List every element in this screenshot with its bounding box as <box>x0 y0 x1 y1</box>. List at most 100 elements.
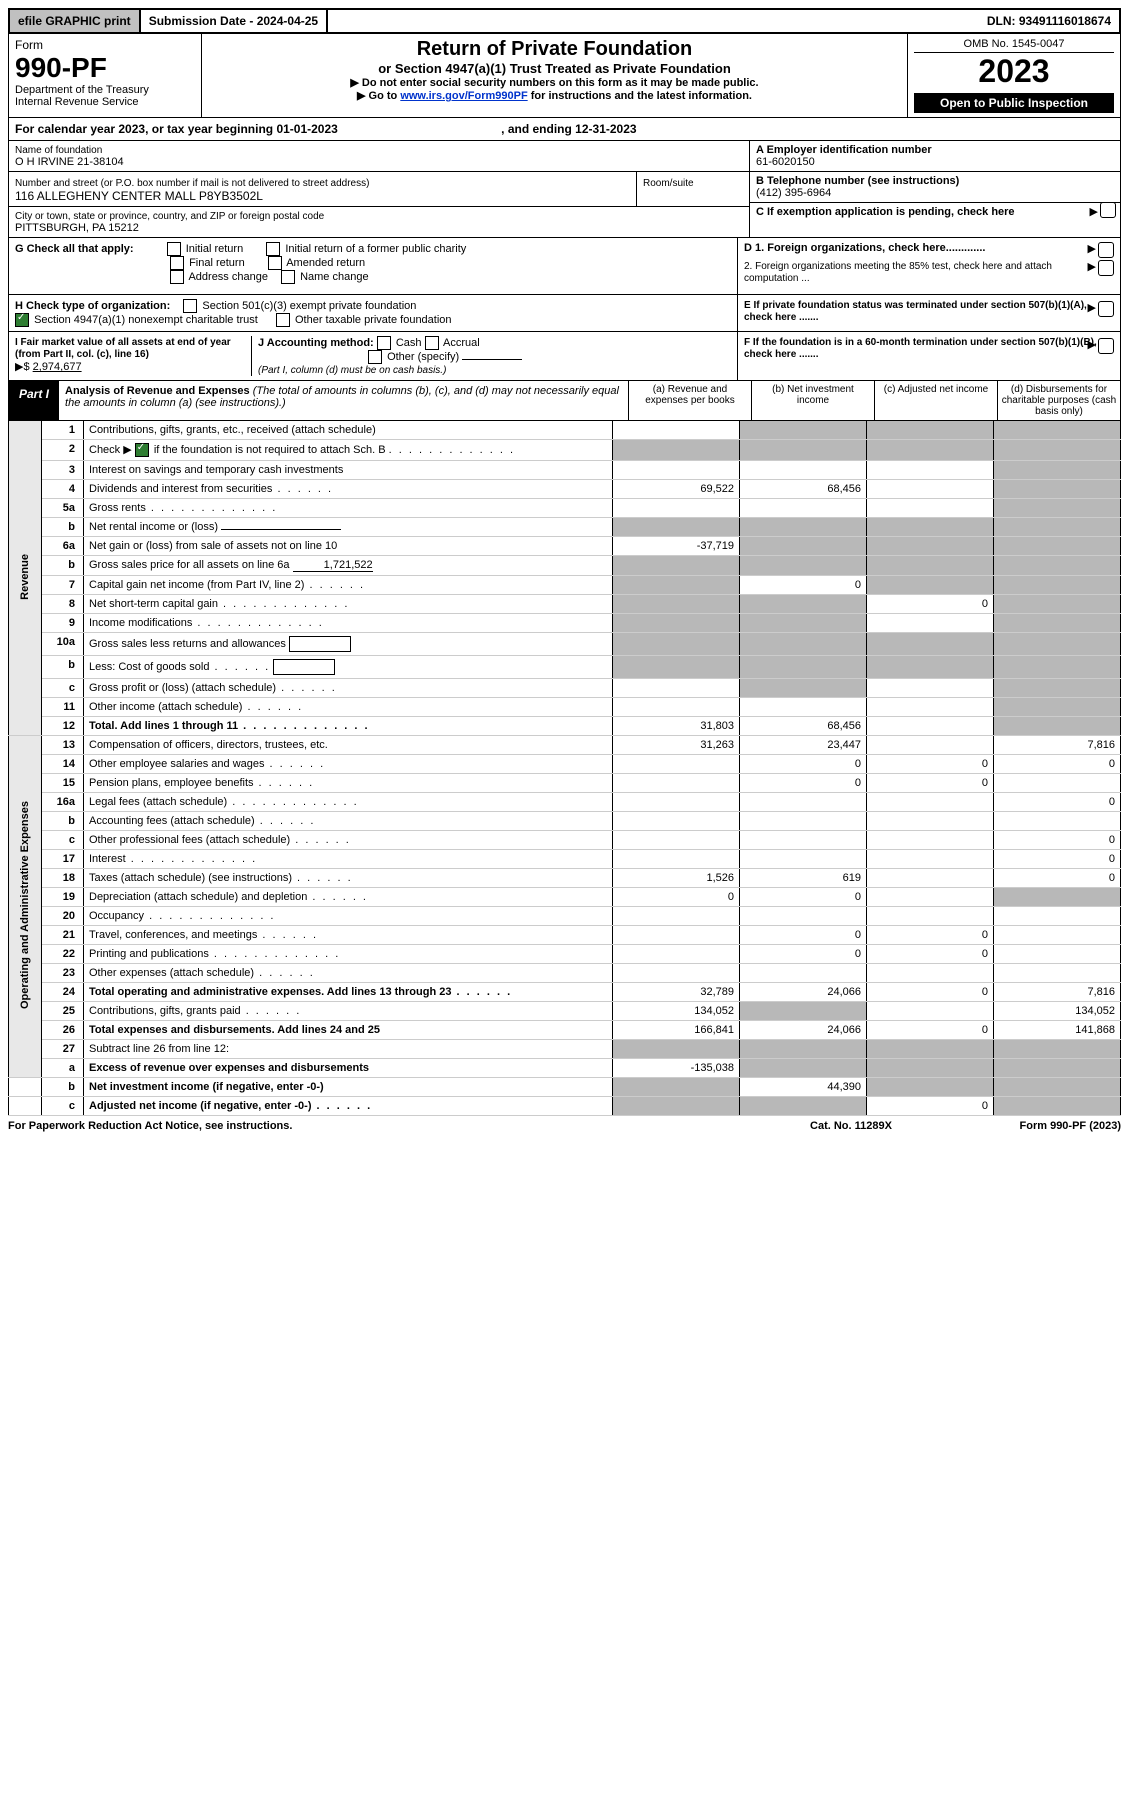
r18-a: 1,526 <box>613 869 740 888</box>
r27a-a: -135,038 <box>613 1059 740 1078</box>
r1-c <box>867 421 994 440</box>
r2-desc: Check ▶ if the foundation is not require… <box>84 440 613 461</box>
r6b-val: 1,721,522 <box>293 559 373 572</box>
r17-d: 0 <box>994 850 1121 869</box>
r11-desc: Other income (attach schedule) <box>84 698 613 717</box>
r10a-desc: Gross sales less returns and allowances <box>84 633 613 656</box>
j-accrual-checkbox[interactable] <box>425 336 439 350</box>
r15-c: 0 <box>867 774 994 793</box>
r25-d: 134,052 <box>994 1002 1121 1021</box>
r20-desc: Occupancy <box>84 907 613 926</box>
h-section: H Check type of organization: Section 50… <box>9 295 738 331</box>
header-right: OMB No. 1545-0047 2023 Open to Public In… <box>908 34 1120 117</box>
j-cash-checkbox[interactable] <box>377 336 391 350</box>
col-c-head: (c) Adjusted net income <box>875 381 998 420</box>
efile-label[interactable]: efile GRAPHIC print <box>10 10 141 32</box>
r8-c: 0 <box>867 595 994 614</box>
g-final-checkbox[interactable] <box>170 256 184 270</box>
r13-desc: Compensation of officers, directors, tru… <box>84 736 613 755</box>
r2-checkbox[interactable] <box>135 443 149 457</box>
r18-b: 619 <box>740 869 867 888</box>
r27b-b: 44,390 <box>740 1078 867 1097</box>
r26-desc: Total expenses and disbursements. Add li… <box>84 1021 613 1040</box>
g-opt-1: Initial return of a former public charit… <box>285 243 466 255</box>
foundation-name: O H IRVINE 21-38104 <box>15 156 124 168</box>
r26-a: 166,841 <box>613 1021 740 1040</box>
r26-b: 24,066 <box>740 1021 867 1040</box>
omb-label: OMB No. 1545-0047 <box>914 38 1114 53</box>
e-checkbox[interactable] <box>1098 301 1114 317</box>
footer-left: For Paperwork Reduction Act Notice, see … <box>8 1120 761 1132</box>
top-bar: efile GRAPHIC print Submission Date - 20… <box>8 8 1121 34</box>
calyear-ending: , and ending 12-31-2023 <box>501 122 636 136</box>
warn2-post: for instructions and the latest informat… <box>528 90 752 102</box>
j-label: J Accounting method: <box>258 337 374 349</box>
r7-b: 0 <box>740 576 867 595</box>
h-other-checkbox[interactable] <box>276 313 290 327</box>
h-4947-checkbox[interactable] <box>15 313 29 327</box>
g-amended-checkbox[interactable] <box>268 256 282 270</box>
j-other-checkbox[interactable] <box>368 350 382 364</box>
r14-c: 0 <box>867 755 994 774</box>
warn-2: ▶ Go to www.irs.gov/Form990PF for instru… <box>208 89 901 102</box>
r6a-desc: Net gain or (loss) from sale of assets n… <box>84 537 613 556</box>
form-header: Form 990-PF Department of the Treasury I… <box>8 34 1121 118</box>
part1-label: Part I <box>9 381 59 420</box>
h-opt3: Other taxable private foundation <box>295 314 452 326</box>
dln-label: DLN: 93491116018674 <box>979 10 1119 32</box>
d1-checkbox[interactable] <box>1098 242 1114 258</box>
d-section: D 1. Foreign organizations, check here..… <box>738 238 1120 294</box>
gd-section: G Check all that apply: Initial return I… <box>8 238 1121 295</box>
r17-desc: Interest <box>84 850 613 869</box>
g-address-checkbox[interactable] <box>170 270 184 284</box>
r13-a: 31,263 <box>613 736 740 755</box>
info-grid: Name of foundation O H IRVINE 21-38104 N… <box>8 141 1121 238</box>
r5b-desc: Net rental income or (loss) <box>84 518 613 537</box>
part1-title: Analysis of Revenue and Expenses <box>65 385 250 397</box>
g-initial-former-checkbox[interactable] <box>266 242 280 256</box>
r14-desc: Other employee salaries and wages <box>84 755 613 774</box>
d2-checkbox[interactable] <box>1098 260 1114 276</box>
r4-desc: Dividends and interest from securities <box>84 480 613 499</box>
r22-b: 0 <box>740 945 867 964</box>
r6a-a: -37,719 <box>613 537 740 556</box>
city-label: City or town, state or province, country… <box>15 211 324 222</box>
r12-desc: Total. Add lines 1 through 11 <box>84 717 613 736</box>
phone-val: (412) 395-6964 <box>756 187 831 199</box>
r21-c: 0 <box>867 926 994 945</box>
r25-desc: Contributions, gifts, grants paid <box>84 1002 613 1021</box>
exemption-checkbox[interactable] <box>1100 202 1116 218</box>
instructions-link[interactable]: www.irs.gov/Form990PF <box>400 90 527 102</box>
r25-a: 134,052 <box>613 1002 740 1021</box>
ein-val: 61-6020150 <box>756 156 815 168</box>
e-section: E If private foundation status was termi… <box>738 295 1120 331</box>
g-opt-4: Address change <box>188 271 268 283</box>
h-opt1: Section 501(c)(3) exempt private foundat… <box>202 300 416 312</box>
r1-d <box>994 421 1121 440</box>
r23-desc: Other expenses (attach schedule) <box>84 964 613 983</box>
r16c-desc: Other professional fees (attach schedule… <box>84 831 613 850</box>
r2-num: 2 <box>42 440 84 461</box>
open-inspection: Open to Public Inspection <box>914 93 1114 113</box>
warn2-pre: ▶ Go to <box>357 90 400 102</box>
r1-num: 1 <box>42 421 84 440</box>
g-label: G Check all that apply: <box>15 243 134 255</box>
r18-desc: Taxes (attach schedule) (see instruction… <box>84 869 613 888</box>
i-label: I Fair market value of all assets at end… <box>15 337 231 360</box>
e-text: E If private foundation status was termi… <box>744 300 1087 323</box>
r19-b: 0 <box>740 888 867 907</box>
r13-d: 7,816 <box>994 736 1121 755</box>
d1-text: D 1. Foreign organizations, check here..… <box>744 242 985 254</box>
g-section: G Check all that apply: Initial return I… <box>9 238 738 294</box>
f-checkbox[interactable] <box>1098 338 1114 354</box>
h-501c3-checkbox[interactable] <box>183 299 197 313</box>
phone-label: B Telephone number (see instructions) <box>756 175 959 187</box>
g-initial-checkbox[interactable] <box>167 242 181 256</box>
part1-title-cell: Analysis of Revenue and Expenses (The to… <box>59 381 629 420</box>
r24-b: 24,066 <box>740 983 867 1002</box>
r14-b: 0 <box>740 755 867 774</box>
r26-c: 0 <box>867 1021 994 1040</box>
r16c-d: 0 <box>994 831 1121 850</box>
g-name-checkbox[interactable] <box>281 270 295 284</box>
r8-desc: Net short-term capital gain <box>84 595 613 614</box>
